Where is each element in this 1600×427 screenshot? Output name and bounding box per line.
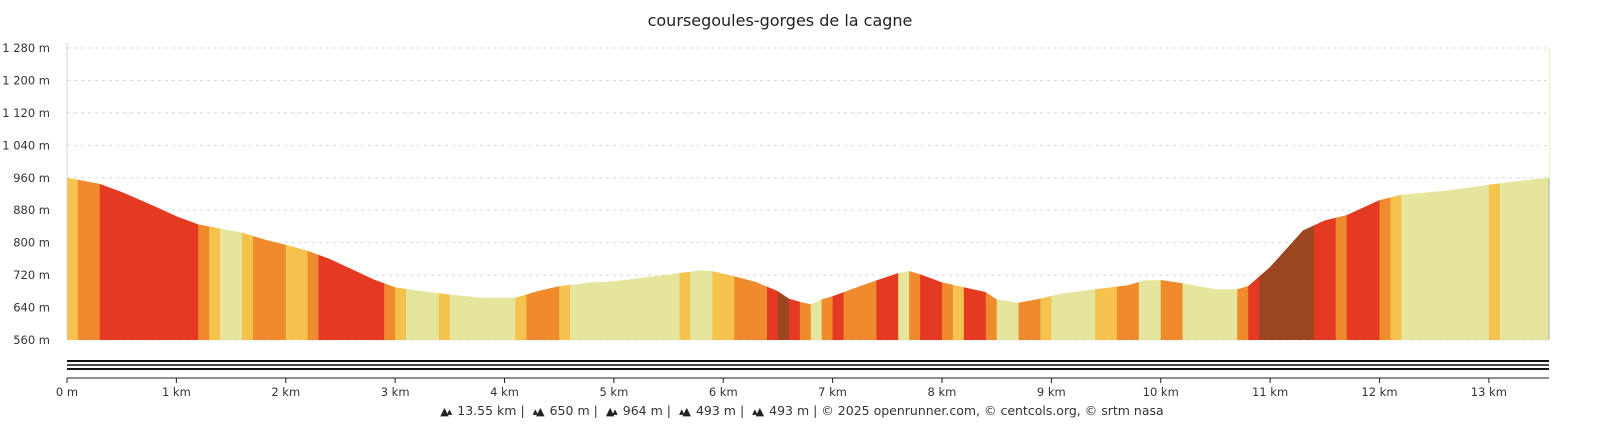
separator: | <box>739 403 745 418</box>
credits-text: | © 2025 openrunner.com, © centcols.org,… <box>813 403 1164 418</box>
elevation-loss-icon: ▴▲ <box>678 405 691 418</box>
x-tick-label: 2 km <box>271 385 300 399</box>
y-tick-label: 1 200 m <box>2 73 50 87</box>
y-tick-label: 640 m <box>13 301 50 315</box>
separator: | <box>666 403 671 418</box>
x-tick-label: 13 km <box>1471 385 1507 399</box>
descent-value: 493 m <box>695 403 736 418</box>
chart-title: coursegoules-gorges de la cagne <box>648 11 913 30</box>
x-tick-label: 8 km <box>928 385 957 399</box>
distance-value: 13.55 km <box>457 403 517 418</box>
x-tick-label: 12 km <box>1361 385 1397 399</box>
track-bar <box>67 360 1549 370</box>
separator: | <box>520 403 525 418</box>
y-tick-label: 800 m <box>13 236 50 250</box>
elevation-gain-value: 650 m <box>549 403 590 418</box>
separator: | <box>593 403 598 418</box>
y-tick-label: 880 m <box>13 203 50 217</box>
x-tick-label: 1 km <box>162 385 191 399</box>
x-tick-label: 7 km <box>818 385 847 399</box>
x-tick-label: 0 m <box>56 385 78 399</box>
gradient-band <box>67 48 79 340</box>
x-tick-label: 4 km <box>490 385 519 399</box>
y-tick-label: 960 m <box>13 171 50 185</box>
x-axis: 0 m 1 km 2 km 3 km 4 km 5 km 6 km 7 km 8 km 9 km 1… <box>56 378 1507 399</box>
elevation-gain-icon: ▴▲ <box>532 405 545 418</box>
x-tick-label: 3 km <box>381 385 410 399</box>
x-tick-label: 11 km <box>1252 385 1288 399</box>
x-tick-label: 6 km <box>709 385 738 399</box>
descent-value-2: 493 m <box>769 403 810 418</box>
max-altitude-value: 964 m <box>622 403 663 418</box>
x-tick-label: 9 km <box>1037 385 1066 399</box>
y-tick-label: 1 120 m <box>2 106 50 120</box>
track-bar-background <box>67 360 1549 366</box>
x-tick-label: 5 km <box>599 385 628 399</box>
y-tick-label: 560 m <box>13 333 50 347</box>
summit-icon: ▲▴ <box>605 405 618 418</box>
area-mask <box>67 42 1549 305</box>
y-tick-label: 1 040 m <box>2 138 50 152</box>
summit-icon: ▲▴ <box>440 405 452 418</box>
y-tick-label: 1 280 m <box>2 41 50 55</box>
x-tick-label: 10 km <box>1143 385 1179 399</box>
gradient-band <box>1488 48 1501 340</box>
y-axis: 560 m 640 m 720 m 800 m 880 m 960 m 1 040 m 1 1… <box>2 41 50 347</box>
route-stats-footer: ▲▴ 13.55 km | ▴▲ 650 m | ▲▴ 964 m | ▴▲ 4… <box>0 403 1600 418</box>
elevation-loss-icon: ▴▲ <box>752 405 764 418</box>
y-tick-label: 720 m <box>13 268 50 282</box>
